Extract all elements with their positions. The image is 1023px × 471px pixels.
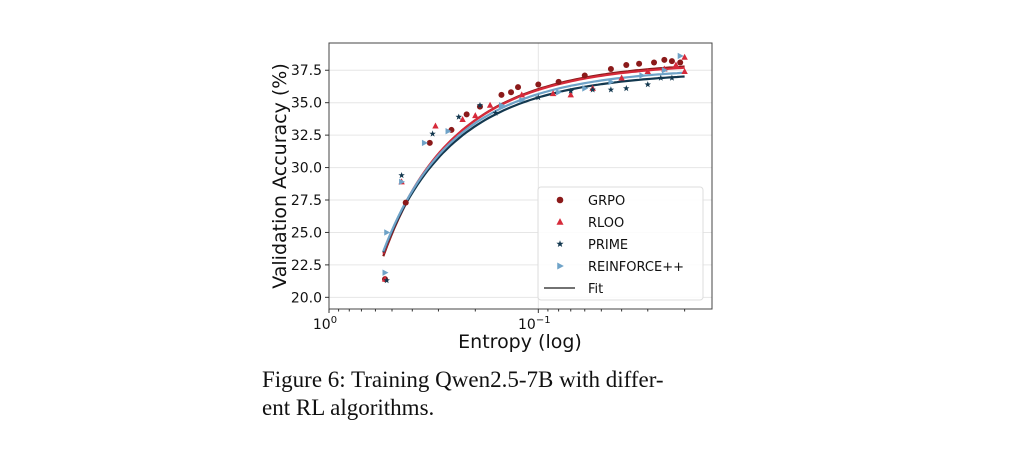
data-point-circle <box>463 111 470 118</box>
y-tick-label: 25.0 <box>291 225 322 241</box>
data-point-circle <box>607 65 614 72</box>
data-point-triangle <box>486 101 494 108</box>
legend: GRPO RLOO PRIME REINFORCE++ Fit <box>537 186 704 301</box>
data-point-circle <box>636 60 643 67</box>
data-point-triangle <box>518 91 525 98</box>
data-point-star <box>556 240 564 247</box>
data-point-triangle <box>472 112 479 119</box>
ticks: 20.0 22.5 25.0 27.5 30.0 32.5 35.0 37.5 100 10−1 <box>291 63 686 333</box>
data-point-star <box>455 113 462 120</box>
data-point-circle <box>402 199 409 206</box>
fit-line-reinforcepp <box>382 71 685 252</box>
x-tick-label: 100 <box>313 315 337 333</box>
data-point-circle <box>668 58 675 65</box>
data-point-circle <box>651 59 658 66</box>
data-point-triangle-right <box>519 96 526 104</box>
data-point-triangle-right <box>677 52 684 60</box>
data-point-triangle-right <box>445 128 452 135</box>
data-point-triangle-right <box>382 269 389 276</box>
data-point-triangle <box>432 122 439 129</box>
y-tick-label: 35.0 <box>291 96 322 112</box>
data-point-triangle-right <box>498 102 505 109</box>
x-axis-label: Entropy (log) <box>458 331 582 353</box>
data-point-triangle <box>549 90 557 97</box>
data-point-star <box>383 277 390 284</box>
y-axis-label: Validation Accuracy (%) <box>269 63 291 289</box>
figure-caption: Figure 6: Training Qwen2.5-7B with diffe… <box>262 366 664 422</box>
data-point-triangle <box>672 61 680 68</box>
data-point-circle <box>508 89 515 96</box>
data-point-star <box>623 85 630 92</box>
data-point-circle <box>623 62 630 69</box>
legend-box <box>537 186 704 301</box>
data-point-triangle <box>681 68 688 75</box>
data-point-triangle <box>459 116 466 123</box>
legend-label-fit: Fit <box>588 282 603 297</box>
caption-line-1: Figure 6: Training Qwen2.5-7B with diffe… <box>262 367 664 392</box>
data-point-triangle <box>644 68 651 75</box>
data-point-star <box>429 130 436 137</box>
data-point-star <box>668 74 676 81</box>
data-point-triangle <box>556 218 564 225</box>
fit-line-prime <box>382 75 685 253</box>
caption-line-2: ent RL algorithms. <box>262 395 435 420</box>
data-point-triangle-right <box>421 139 428 147</box>
data-point-star <box>398 172 405 179</box>
data-point-circle <box>556 196 564 204</box>
fit-lines <box>382 65 685 257</box>
legend-label-reinforcepp: REINFORCE++ <box>588 260 684 275</box>
data-point-star <box>535 94 542 101</box>
data-point-triangle-right <box>608 78 615 86</box>
data-point-circle <box>515 84 522 91</box>
axes-frame <box>328 42 713 310</box>
y-tick-label: 37.5 <box>291 63 322 79</box>
data-point-triangle-right <box>384 229 391 236</box>
x-tick-label: 10−1 <box>518 315 551 333</box>
legend-label-grpo: GRPO <box>588 194 625 209</box>
data-points <box>381 52 688 284</box>
data-point-circle <box>581 72 588 79</box>
data-point-triangle-right <box>399 178 406 186</box>
legend-label-prime: PRIME <box>588 238 628 253</box>
data-point-star <box>476 101 484 108</box>
data-point-triangle <box>681 53 688 60</box>
data-point-triangle-right <box>582 85 589 92</box>
y-tick-label: 32.5 <box>291 128 322 144</box>
data-point-circle <box>555 78 562 85</box>
y-tick-label: 20.0 <box>291 290 322 306</box>
data-point-star <box>589 86 596 93</box>
data-point-triangle <box>567 91 574 98</box>
data-point-triangle-right <box>639 72 646 79</box>
data-point-star <box>657 74 664 81</box>
data-point-star <box>492 109 499 116</box>
data-point-triangle <box>618 74 625 81</box>
data-point-circle <box>426 139 433 146</box>
data-point-triangle-right <box>557 262 564 270</box>
y-tick-label: 27.5 <box>291 193 322 209</box>
y-tick-label: 22.5 <box>291 258 322 274</box>
data-point-circle <box>498 91 505 98</box>
legend-label-rloo: RLOO <box>588 216 624 231</box>
data-point-star <box>567 87 574 94</box>
data-point-triangle-right <box>556 89 563 96</box>
data-point-star <box>607 86 615 93</box>
data-point-triangle-right <box>661 67 668 74</box>
data-point-circle <box>661 56 668 63</box>
data-point-circle <box>677 59 684 66</box>
data-point-circle <box>535 81 542 88</box>
data-point-star <box>644 81 651 88</box>
y-tick-label: 30.0 <box>291 161 322 177</box>
